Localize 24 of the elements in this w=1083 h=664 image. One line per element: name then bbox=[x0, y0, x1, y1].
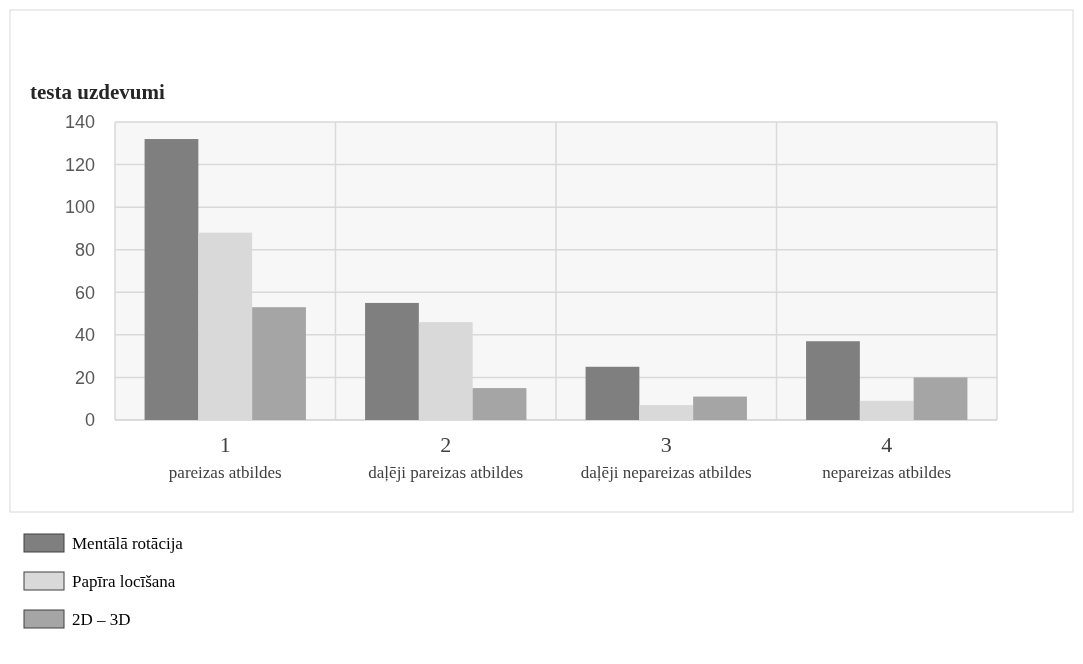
bar bbox=[365, 302, 419, 420]
legend-label: Mentālā rotācija bbox=[72, 533, 184, 553]
y-tick-label: 140 bbox=[64, 112, 95, 133]
y-tick-label: 100 bbox=[64, 197, 95, 218]
legend-label: Papīra locīšana bbox=[72, 571, 176, 591]
y-tick-label: 60 bbox=[74, 282, 95, 303]
bar bbox=[585, 366, 640, 420]
bar bbox=[252, 307, 306, 420]
bar bbox=[693, 396, 747, 420]
y-tick-label: 120 bbox=[64, 154, 95, 175]
x-tick-label: 4 nepareizas atbildes bbox=[822, 432, 952, 482]
bar bbox=[144, 139, 199, 420]
y-axis-title: testa uzdevumi bbox=[30, 80, 165, 104]
legend-label: 2D – 3D bbox=[72, 609, 131, 629]
x-tick-label: 3 daļēji nepareizas atbildes bbox=[580, 432, 752, 482]
y-tick-label: 20 bbox=[74, 367, 95, 388]
bar bbox=[472, 388, 527, 420]
x-tick-label: 1 pareizas atbildes bbox=[168, 432, 282, 482]
bar bbox=[806, 341, 860, 420]
y-tick-label: 40 bbox=[74, 325, 95, 346]
bar bbox=[913, 377, 968, 420]
y-tick-label: 0 bbox=[84, 410, 95, 431]
y-tick-label: 80 bbox=[74, 240, 95, 261]
x-tick-label: 2 daļēji pareizas atbildes bbox=[368, 432, 524, 482]
